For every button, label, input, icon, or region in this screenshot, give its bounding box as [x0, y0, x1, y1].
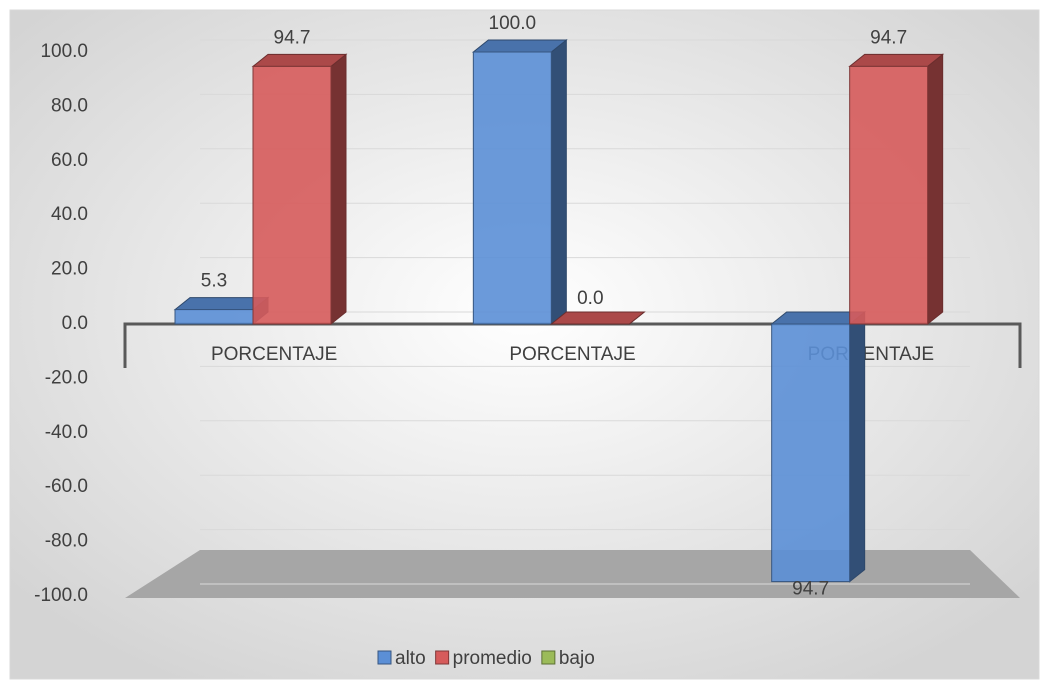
data-label: 94.7	[274, 27, 311, 48]
y-tick-label: -40.0	[45, 422, 88, 443]
x-tick-label: PORCENTAJE	[211, 344, 337, 365]
y-tick-label: -60.0	[45, 476, 88, 497]
bar-side	[927, 53, 944, 326]
legend-swatch	[377, 650, 392, 665]
bar	[252, 65, 332, 325]
bar-top	[549, 311, 646, 325]
bar	[174, 309, 254, 325]
y-tick-label: -20.0	[45, 367, 88, 388]
bar-side	[330, 53, 347, 326]
data-label: 5.3	[201, 271, 227, 292]
y-tick-label: 40.0	[51, 204, 88, 225]
data-label: 100.0	[489, 13, 537, 34]
bar-side	[550, 38, 567, 326]
y-tick-label: 100.0	[40, 41, 88, 62]
legend-swatch	[541, 650, 556, 665]
bar	[771, 323, 851, 583]
legend-label: alto	[395, 648, 426, 669]
y-tick-label: 60.0	[51, 150, 88, 171]
data-label: 94.7	[792, 579, 829, 600]
x-tick-label: PORCENTAJE	[509, 344, 635, 365]
bar-side	[849, 310, 866, 583]
bar	[849, 65, 929, 325]
data-label: 94.7	[870, 27, 907, 48]
y-tick-label: 20.0	[51, 259, 88, 280]
legend-swatch	[435, 650, 450, 665]
y-tick-label: 80.0	[51, 95, 88, 116]
floor	[125, 550, 1020, 598]
bar-top	[848, 53, 945, 67]
legend-label: promedio	[453, 648, 532, 669]
bar	[472, 51, 552, 325]
legend-label: bajo	[559, 648, 595, 669]
y-tick-label: -100.0	[34, 585, 88, 606]
data-label: 0.0	[577, 288, 603, 309]
bar-top	[251, 53, 348, 67]
y-tick-label: -80.0	[45, 531, 88, 552]
bar-top	[471, 39, 568, 53]
y-tick-label: 0.0	[62, 313, 88, 334]
